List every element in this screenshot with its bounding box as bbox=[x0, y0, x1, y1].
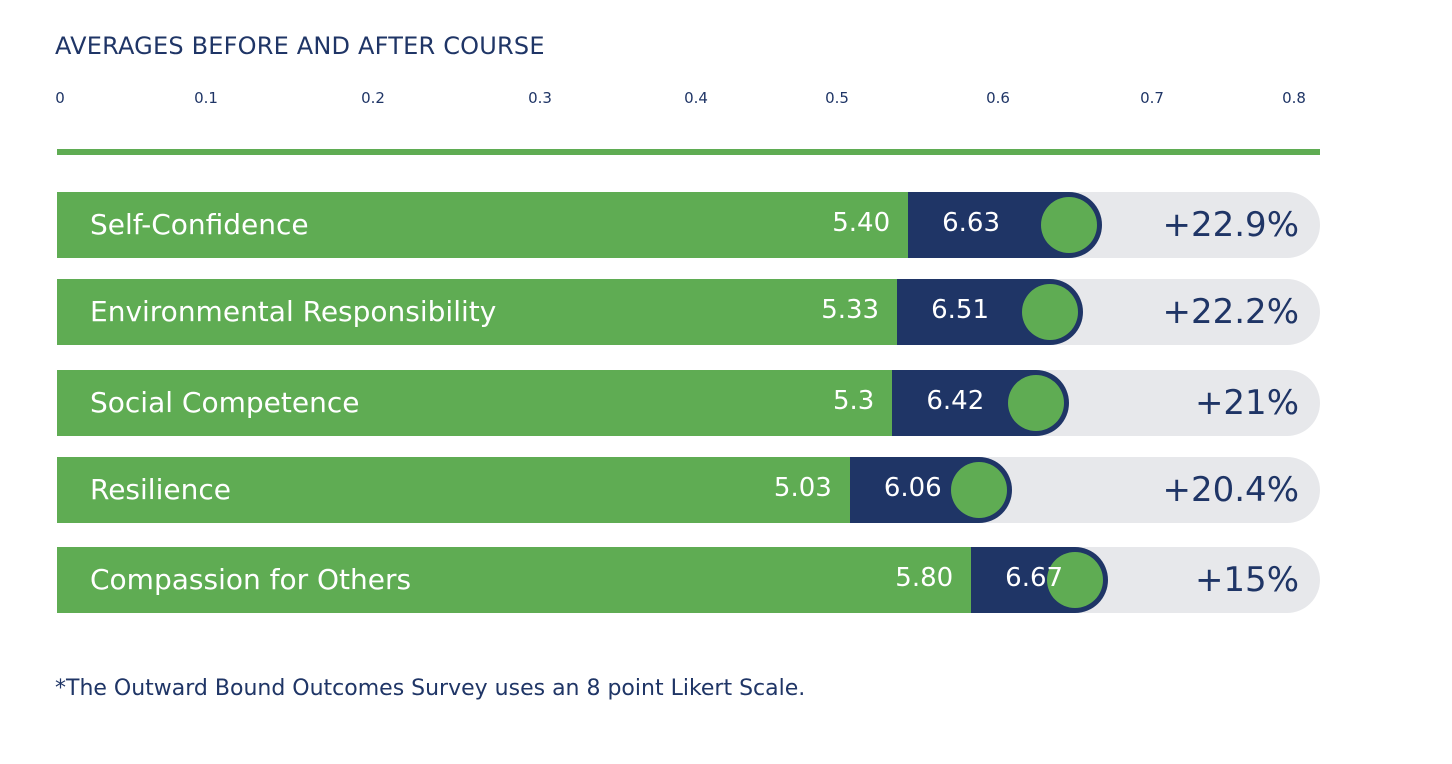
after-marker-dot bbox=[1007, 375, 1064, 431]
after-marker-dot bbox=[1047, 552, 1104, 608]
axis-tick-label: 0 bbox=[55, 89, 65, 107]
after-value-label: 6.63 bbox=[942, 208, 1001, 238]
footnote: *The Outward Bound Outcomes Survey uses … bbox=[55, 676, 806, 701]
percent-change-label: +22.9% bbox=[1162, 205, 1300, 245]
before-value-label: 5.3 bbox=[833, 386, 875, 416]
before-bar bbox=[57, 370, 893, 436]
axis-tick-label: 0.4 bbox=[684, 89, 708, 107]
axis-tick-label: 0.5 bbox=[825, 89, 849, 107]
after-marker-dot bbox=[1041, 197, 1097, 253]
chart-title: AVERAGES BEFORE AND AFTER COURSE bbox=[55, 32, 545, 60]
axis-tick-label: 0.1 bbox=[194, 89, 218, 107]
axis-tick-label: 0.3 bbox=[528, 89, 552, 107]
before-bar bbox=[57, 279, 898, 345]
category-label: Social Competence bbox=[90, 386, 360, 419]
after-marker-dot bbox=[951, 462, 1008, 518]
before-bar bbox=[57, 192, 909, 258]
after-value-label: 6.06 bbox=[883, 473, 942, 503]
axis-tick-label: 0.7 bbox=[1140, 89, 1164, 107]
category-label: Resilience bbox=[90, 473, 231, 506]
percent-change-label: +22.2% bbox=[1162, 292, 1300, 332]
before-value-label: 5.80 bbox=[895, 563, 954, 593]
percent-change-label: +21% bbox=[1194, 383, 1299, 423]
axis-line bbox=[57, 149, 1320, 155]
axis-tick-label: 0.8 bbox=[1282, 89, 1306, 107]
axis-tick-label: 0.2 bbox=[361, 89, 385, 107]
before-value-label: 5.03 bbox=[773, 473, 832, 503]
percent-change-label: +15% bbox=[1194, 560, 1299, 600]
before-value-label: 5.33 bbox=[821, 295, 880, 325]
before-bar bbox=[57, 457, 850, 523]
after-marker-dot bbox=[1022, 284, 1079, 340]
after-value-label: 6.67 bbox=[1005, 563, 1064, 593]
category-label: Self-Confidence bbox=[90, 208, 309, 241]
after-value-label: 6.42 bbox=[926, 386, 985, 416]
category-label: Compassion for Others bbox=[90, 563, 412, 596]
percent-change-label: +20.4% bbox=[1162, 470, 1300, 510]
before-bar bbox=[57, 547, 972, 613]
before-value-label: 5.40 bbox=[832, 208, 891, 238]
axis-tick-label: 0.6 bbox=[986, 89, 1010, 107]
after-value-label: 6.51 bbox=[931, 295, 989, 325]
category-label: Environmental Responsibility bbox=[90, 295, 497, 328]
